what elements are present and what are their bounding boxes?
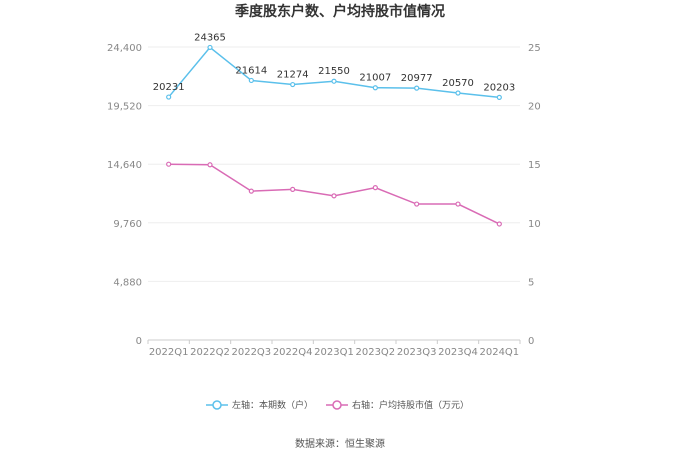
data-point [496,221,502,227]
data-point [455,201,461,207]
x-tick-label: 2023Q2 [355,347,395,358]
left-axis: 0 4,880 9,760 14,640 19,520 24,400 [107,43,142,347]
right-tick-label: 5 [528,277,534,288]
chart-title: 季度股东户数、户均持股市值情况 [234,3,445,20]
data-label: 20231 [153,82,185,93]
data-label: 21614 [235,65,267,76]
right-tick-label: 20 [528,102,541,113]
data-label: 21274 [277,70,309,81]
data-point [248,188,254,194]
x-tick-label: 2023Q1 [314,347,354,358]
data-point [455,90,461,96]
data-label: 21007 [359,73,391,84]
data-point [290,81,296,88]
x-tick-label: 2022Q3 [231,347,271,358]
left-tick-label: 14,640 [107,160,142,171]
x-tick-label: 2022Q2 [190,347,230,358]
x-tick-label: 2022Q4 [273,347,313,358]
data-point [331,78,337,84]
legend-swatch-marker [332,400,342,410]
x-tick-label: 2023Q3 [397,347,437,358]
x-tick-label: 2024Q1 [479,347,519,358]
data-point [166,161,172,167]
left-tick-label: 0 [136,336,142,347]
data-point [207,162,213,168]
data-point [331,193,337,199]
x-axis: 2022Q1 2022Q2 2022Q3 2022Q4 2023Q1 2023Q2 2023… [147,340,521,358]
right-axis: 0 5 10 15 20 25 [528,43,541,347]
data-label: 24365 [194,32,226,43]
data-point [290,186,296,192]
source-note: 数据来源：恒生聚源 [295,437,385,450]
data-point [372,185,378,191]
legend-label: 右轴：户均持股市值（万元） [352,399,469,411]
data-point [207,44,213,51]
data-label: 21550 [318,66,350,77]
data-point [166,94,172,100]
data-point [414,201,420,207]
x-tick-label: 2023Q4 [438,347,478,358]
right-tick-label: 25 [528,43,541,54]
data-point [372,85,378,91]
series-lines [166,44,502,227]
legend-item-0[interactable]: 左轴：本期数（户） [206,399,313,411]
legend-item-1[interactable]: 右轴：户均持股市值（万元） [326,399,469,411]
x-tick-label: 2022Q1 [149,347,189,358]
data-point [248,77,254,84]
left-tick-label: 24,400 [107,43,142,54]
left-tick-label: 4,880 [113,277,142,288]
right-tick-label: 0 [528,336,534,347]
data-labels: 20231 24365 21614 21274 21550 21007 20977 20570… [153,32,515,93]
left-tick-label: 19,520 [107,102,142,113]
legend-label: 左轴：本期数（户） [232,399,313,411]
data-label: 20570 [442,78,474,89]
data-point [414,85,420,91]
legend[interactable]: 左轴：本期数（户） 右轴：户均持股市值（万元） [206,399,469,411]
legend-swatch-marker [212,400,222,410]
right-tick-label: 10 [528,219,541,230]
left-tick-label: 9,760 [113,219,142,230]
data-label: 20203 [483,82,515,93]
data-label: 20977 [401,73,433,84]
right-tick-label: 15 [528,160,541,171]
data-point [496,94,502,100]
